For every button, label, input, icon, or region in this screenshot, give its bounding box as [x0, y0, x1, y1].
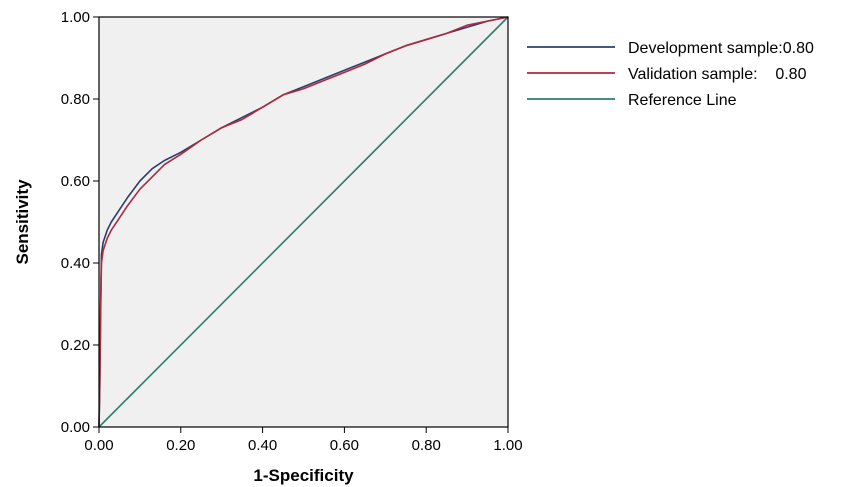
x-tick-label: 0.00 [84, 437, 113, 454]
y-tick-label: 1.00 [61, 9, 90, 26]
x-tick-label: 0.60 [330, 437, 359, 454]
x-tick-label: 0.80 [412, 437, 441, 454]
legend-label-2: Reference Line [628, 92, 737, 109]
series-line-1 [98, 16, 509, 428]
legend-label-0: Development sample:0.80 [628, 40, 814, 57]
x-tick-label: 0.40 [248, 437, 277, 454]
y-axis-title: Sensitivity [13, 179, 32, 265]
x-axis-title: 1-Specificity [253, 466, 354, 485]
legend: Development sample:0.80 Validation sample… [527, 40, 814, 109]
y-tick-label: 0.60 [61, 173, 90, 190]
plot-frame [98, 16, 509, 428]
legend-label-1: Validation sample: 0.80 [628, 66, 807, 83]
y-tick-label: 0.80 [61, 91, 90, 108]
x-tick-label: 0.20 [166, 437, 195, 454]
y-tick-label: 0.40 [61, 255, 90, 272]
series-line-2 [98, 16, 509, 428]
y-tick-label: 0.20 [61, 337, 90, 354]
x-tick-label: 1.00 [493, 437, 522, 454]
y-tick-label: 0.00 [61, 419, 90, 436]
